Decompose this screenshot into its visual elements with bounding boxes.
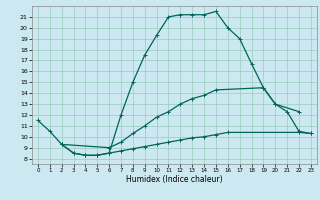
X-axis label: Humidex (Indice chaleur): Humidex (Indice chaleur) xyxy=(126,175,223,184)
